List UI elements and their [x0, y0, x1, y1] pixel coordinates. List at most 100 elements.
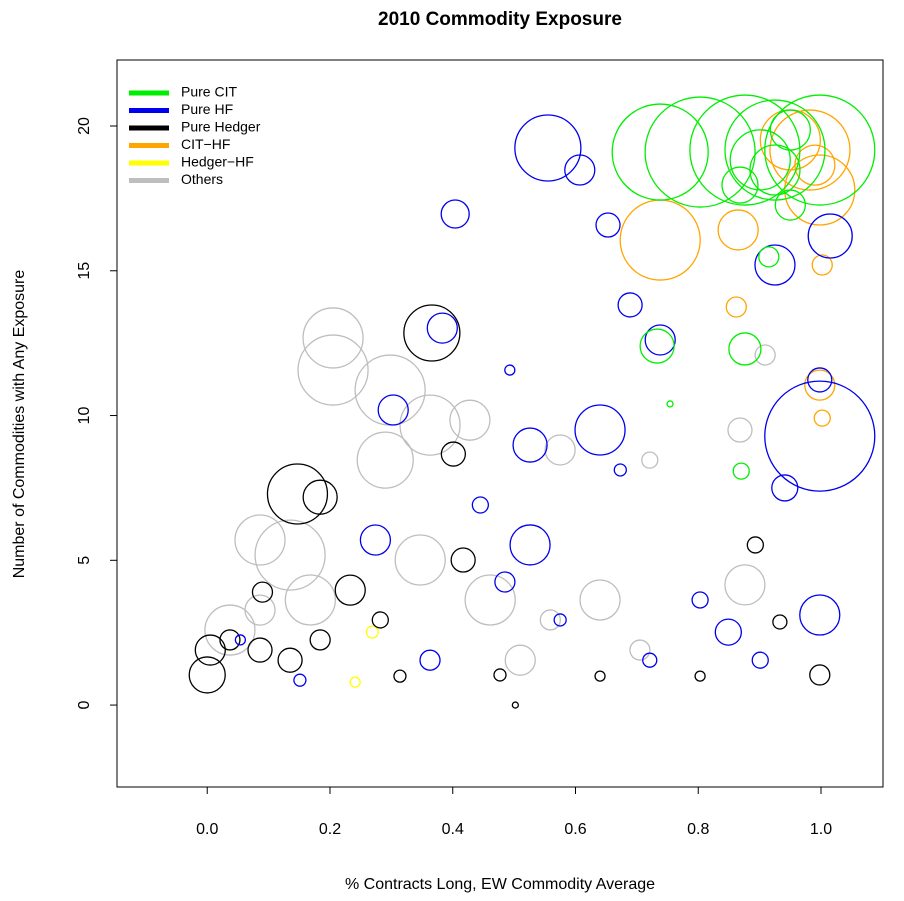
- y-tick-label: 15: [76, 262, 93, 280]
- y-axis-label: Number of Commodities with Any Exposure: [11, 270, 28, 579]
- bubble: [449, 399, 491, 441]
- bubble: [642, 652, 658, 668]
- x-tick-label: 0.4: [442, 821, 464, 838]
- x-tick-label: 0.8: [687, 821, 709, 838]
- plot-frame: [116, 59, 884, 788]
- bubble: [464, 574, 516, 626]
- bubble: [717, 209, 759, 251]
- bubble: [764, 380, 876, 492]
- bubble: [613, 463, 627, 477]
- bubble: [244, 594, 276, 626]
- bubble: [758, 246, 780, 268]
- bubble: [553, 613, 567, 627]
- bubble: [251, 581, 274, 603]
- bubble: [809, 664, 831, 686]
- bubble: [204, 604, 256, 656]
- bubble: [774, 189, 806, 221]
- bubble: [727, 417, 753, 443]
- bubble: [641, 451, 659, 469]
- bubble: [694, 670, 706, 682]
- bubble: [751, 651, 769, 669]
- bubble: [440, 441, 467, 467]
- bubble: [354, 354, 426, 426]
- bubble: [509, 524, 551, 566]
- bubble: [440, 199, 470, 229]
- bubble: [399, 394, 461, 456]
- bubble: [234, 634, 247, 646]
- bubble: [393, 669, 407, 683]
- bubble: [544, 434, 576, 466]
- bubble: [807, 367, 833, 393]
- x-tick-label: 0.2: [319, 821, 341, 838]
- bubble: [247, 637, 273, 663]
- bubble: [277, 647, 303, 673]
- bubble: [639, 328, 675, 364]
- bubble: [377, 394, 409, 426]
- plot-area: [188, 94, 876, 709]
- legend-label: Pure HF: [181, 101, 233, 117]
- bubble: [579, 579, 621, 621]
- bubble: [334, 574, 366, 606]
- bubble: [371, 611, 389, 629]
- bubble: [302, 479, 338, 515]
- x-axis-label: % Contracts Long, EW Commodity Average: [345, 876, 655, 893]
- bubble: [504, 644, 536, 676]
- bubble: [511, 701, 519, 709]
- bubble: [365, 625, 379, 639]
- bubble: [494, 571, 516, 593]
- bubble: [595, 212, 621, 238]
- bubble: [450, 547, 476, 573]
- bubble: [644, 324, 676, 356]
- bubble: [732, 462, 750, 480]
- legend-label: Pure Hedger: [181, 119, 261, 135]
- bubble: [813, 409, 831, 427]
- bubble: [254, 519, 326, 591]
- y-tick-label: 10: [76, 407, 93, 425]
- bubble: [297, 334, 369, 406]
- x-tick-label: 0.0: [196, 821, 218, 838]
- bubble: [644, 96, 756, 208]
- bubble: [619, 199, 701, 281]
- bubble: [293, 673, 307, 687]
- bubble: [784, 154, 856, 226]
- y-tick-label: 5: [76, 556, 93, 565]
- bubble: [721, 166, 759, 204]
- legend-label: CIT−HF: [181, 136, 230, 152]
- bubble: [724, 564, 766, 606]
- bubble: [574, 404, 626, 456]
- bubble: [666, 400, 674, 408]
- legend-label: Pure CIT: [181, 84, 237, 100]
- bubble: [725, 296, 747, 318]
- bubble: [754, 244, 796, 286]
- bubble: [302, 307, 364, 369]
- bubble: [746, 536, 764, 554]
- bubble: [769, 109, 851, 191]
- bubble: [617, 292, 643, 318]
- bubble: [724, 99, 826, 201]
- legend-label: Others: [181, 171, 223, 187]
- y-tick-label: 0: [76, 701, 93, 710]
- x-tick-label: 0.6: [564, 821, 586, 838]
- bubble: [804, 369, 836, 401]
- bubble: [539, 609, 561, 631]
- bubble: [512, 427, 548, 463]
- bubble: [188, 656, 226, 694]
- bubble: [689, 94, 801, 206]
- bubble: [504, 364, 516, 376]
- bubble: [194, 634, 226, 666]
- bubble: [493, 668, 507, 682]
- bubble: [426, 312, 458, 344]
- bubble: [419, 649, 441, 671]
- bubble: [349, 676, 361, 688]
- bubble: [611, 103, 709, 201]
- bubble: [629, 639, 651, 661]
- bubble: [234, 514, 286, 566]
- bubble: [799, 594, 841, 636]
- bubble: [754, 344, 776, 366]
- bubble: [714, 618, 742, 646]
- bubble: [807, 213, 853, 259]
- bubble: [284, 574, 336, 626]
- bubble: [594, 670, 606, 682]
- y-tick-label: 20: [76, 117, 93, 135]
